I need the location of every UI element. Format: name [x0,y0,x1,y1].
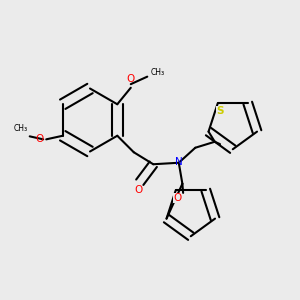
Text: CH₃: CH₃ [14,124,28,133]
Text: O: O [127,74,135,84]
Text: O: O [134,185,142,195]
Text: O: O [173,193,182,203]
Text: CH₃: CH₃ [150,68,164,76]
Text: S: S [216,106,224,116]
Text: N: N [175,157,183,167]
Text: O: O [35,134,43,144]
